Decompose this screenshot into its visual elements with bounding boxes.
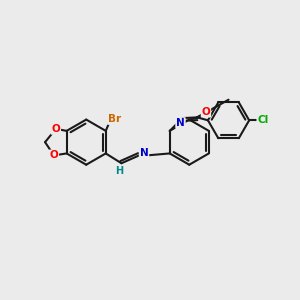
Text: Cl: Cl — [257, 115, 268, 125]
Text: N: N — [176, 118, 185, 128]
Text: O: O — [52, 124, 60, 134]
Text: O: O — [50, 150, 58, 161]
Text: N: N — [140, 148, 148, 158]
Text: O: O — [202, 107, 210, 117]
Text: H: H — [116, 166, 124, 176]
Text: Br: Br — [108, 114, 121, 124]
